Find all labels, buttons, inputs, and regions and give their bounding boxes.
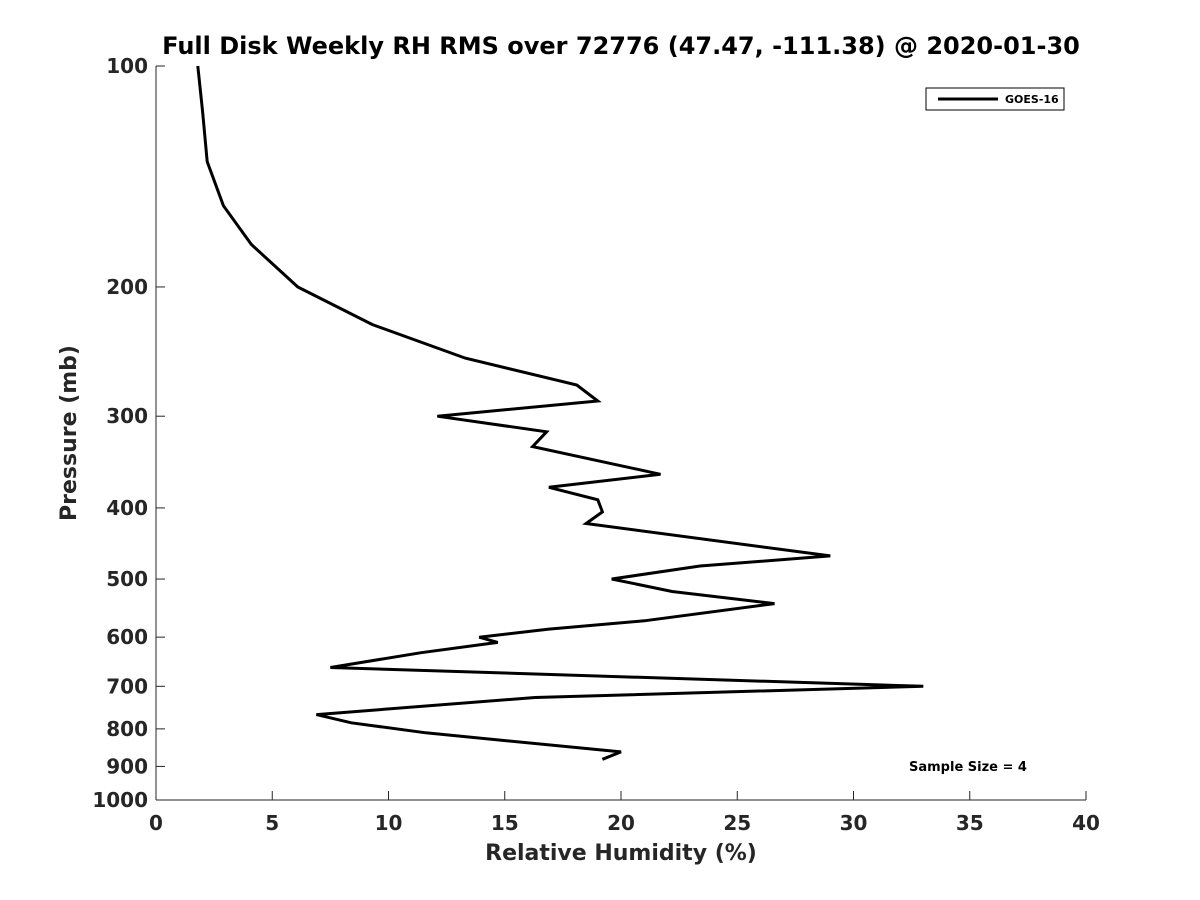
chart-title: Full Disk Weekly RH RMS over 72776 (47.4… [162, 32, 1080, 60]
x-tick-label: 30 [840, 811, 868, 835]
y-tick-label: 100 [106, 54, 148, 78]
y-tick-label: 200 [106, 275, 148, 299]
x-tick-label: 40 [1072, 811, 1100, 835]
x-axis-label: Relative Humidity (%) [485, 841, 757, 866]
x-tick-label: 35 [956, 811, 984, 835]
x-tick-label: 10 [375, 811, 403, 835]
x-tick-label: 20 [607, 811, 635, 835]
y-axis-label: Pressure (mb) [57, 345, 82, 521]
y-tick-label: 400 [106, 496, 148, 520]
y-tick-label: 800 [106, 717, 148, 741]
series-line-goes-16 [196, 65, 924, 761]
y-tick-label: 1000 [92, 788, 148, 812]
x-tick-label: 25 [723, 811, 751, 835]
y-tick-label: 600 [106, 625, 148, 649]
legend-entry-goes-16: GOES-16 [1005, 93, 1059, 106]
series-layer [196, 65, 924, 761]
x-tick-label: 5 [265, 811, 279, 835]
y-tick-label: 500 [106, 567, 148, 591]
x-axis-ticks: 0 5 10 15 20 25 30 35 40 [149, 791, 1100, 835]
x-tick-label: 0 [149, 811, 163, 835]
plot-axes [155, 66, 1086, 801]
y-tick-label: 700 [106, 674, 148, 698]
y-tick-label: 300 [106, 404, 148, 428]
x-tick-label: 15 [491, 811, 519, 835]
legend: GOES-16 [925, 87, 1065, 111]
y-tick-label: 900 [106, 754, 148, 778]
sample-size-annotation: Sample Size = 4 [909, 760, 1027, 775]
y-axis-ticks: 100 200 300 400 500 600 700 800 900 1000 [92, 54, 165, 812]
